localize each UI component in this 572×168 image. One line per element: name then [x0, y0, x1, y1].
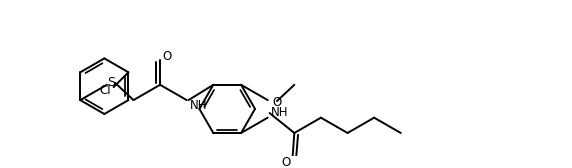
Text: O: O: [162, 50, 171, 63]
Text: NH: NH: [189, 99, 207, 112]
Text: S: S: [108, 76, 116, 89]
Text: O: O: [281, 156, 291, 168]
Text: O: O: [272, 96, 281, 109]
Text: NH: NH: [271, 106, 288, 119]
Text: Cl: Cl: [100, 84, 111, 97]
